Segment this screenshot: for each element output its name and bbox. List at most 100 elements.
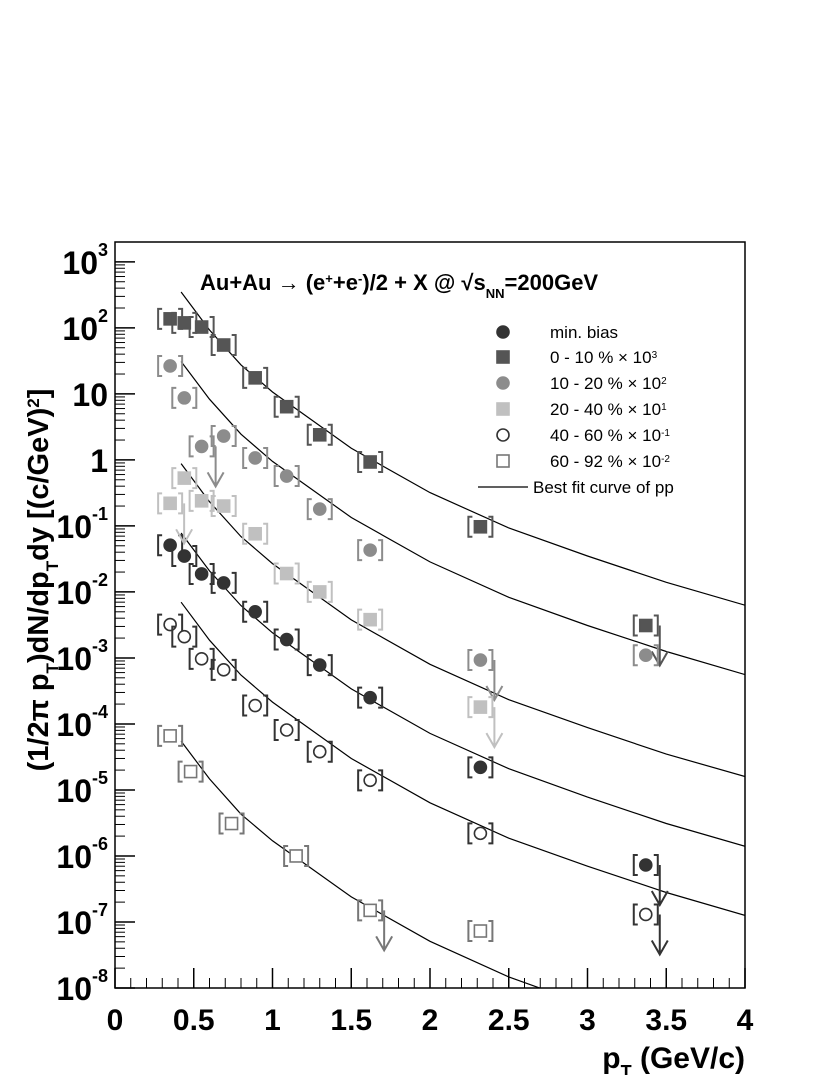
upper-limit-arrow (650, 864, 669, 908)
text-part: )dN/dp (23, 571, 55, 663)
systematic-bracket (218, 812, 245, 835)
x-tick-label: 1.5 (330, 1004, 372, 1037)
y-tick-exponent: 2 (98, 306, 108, 326)
y-tick-exponent: -7 (92, 900, 108, 920)
fit-curve (180, 601, 745, 916)
legend-label: 20 - 40 % × 101 (550, 400, 667, 419)
data-point (194, 652, 209, 666)
text-part: dy [(c/GeV) (23, 408, 55, 561)
data-point (363, 543, 377, 557)
fit-curve (180, 463, 745, 778)
data-point (279, 723, 294, 737)
systematic-bracket (273, 395, 300, 418)
y-axis-label: (1/2π pT)dN/dpTdy [(c/GeV)2] (23, 389, 62, 772)
data-point (638, 648, 653, 663)
text-part: + (325, 271, 333, 286)
systematic-bracket (306, 580, 333, 603)
text-part: 20 - 40 % × 10 (550, 400, 661, 419)
systematic-bracket (632, 644, 659, 667)
legend-marker (496, 428, 510, 442)
text-part: +e (333, 270, 358, 295)
text-part: 60 - 92 % × 10 (550, 452, 661, 471)
y-tick-base: 10 (56, 575, 92, 611)
data-point (248, 371, 262, 385)
data-point (638, 907, 653, 922)
systematic-bracket (171, 545, 198, 568)
systematic-bracket (210, 334, 237, 357)
systematic-bracket (357, 686, 384, 709)
systematic-bracket (171, 467, 198, 490)
y-tick-label: 10-2 (56, 570, 108, 611)
data-point (183, 764, 198, 779)
data-point (473, 826, 488, 841)
y-tick-exponent: -5 (92, 768, 108, 788)
y-tick-base: 10 (62, 245, 98, 281)
systematic-bracket (306, 423, 333, 446)
legend-marker (496, 376, 510, 390)
y-tick-base: 10 (56, 905, 92, 941)
upper-limit-arrow (175, 503, 193, 546)
text-part: 3 (652, 350, 658, 361)
x-tick-label: 4 (737, 1004, 754, 1037)
systematic-bracket (357, 450, 384, 473)
data-point (279, 632, 294, 647)
data-point (216, 663, 231, 677)
text-part: -1 (661, 428, 670, 439)
systematic-bracket (210, 658, 237, 681)
data-point (289, 849, 303, 863)
systematic-bracket (306, 654, 333, 677)
data-point (177, 549, 192, 563)
text-part: ] (23, 389, 55, 399)
data-point (216, 429, 231, 443)
systematic-bracket (357, 899, 384, 922)
data-point (248, 451, 262, 465)
text-part: 1 (661, 402, 667, 413)
text-part: T (43, 662, 62, 673)
systematic-bracket (242, 366, 269, 389)
legend-marker (496, 454, 510, 468)
y-tick-label: 1 (90, 443, 108, 479)
text-part: 10 - 20 % × 10 (550, 374, 661, 393)
data-point (363, 612, 377, 627)
x-axis-label: pT (GeV/c) (602, 1042, 745, 1075)
systematic-bracket (306, 498, 333, 521)
fit-curve (180, 361, 745, 676)
data-point (194, 567, 209, 581)
legend-label: Best fit curve of pp (533, 478, 674, 497)
systematic-bracket (273, 628, 300, 651)
systematic-bracket (242, 694, 269, 717)
y-tick-base: 10 (56, 641, 92, 677)
text-part: p (602, 1042, 620, 1075)
y-tick-label: 102 (62, 306, 108, 347)
text-part: 2 (661, 376, 667, 387)
systematic-bracket (632, 614, 659, 637)
x-tick-label: 1 (264, 1004, 281, 1037)
data-point (279, 469, 294, 483)
data-point (163, 359, 177, 373)
systematic-bracket (210, 495, 237, 518)
systematic-bracket (467, 649, 494, 672)
systematic-bracket (357, 539, 384, 562)
data-point (224, 816, 239, 831)
text-part: Au+Au → (e (200, 270, 325, 295)
data-point (194, 320, 209, 334)
systematic-bracket (242, 446, 269, 469)
data-point (312, 428, 327, 442)
y-tick-exponent: -2 (92, 570, 108, 590)
systematic-bracket (157, 354, 184, 377)
data-point (279, 566, 294, 581)
systematic-bracket (357, 769, 384, 792)
data-point (177, 316, 192, 330)
data-point (638, 618, 653, 633)
legend-label: 0 - 10 % × 103 (550, 348, 658, 367)
legend-label: 60 - 92 % × 10-2 (550, 452, 670, 471)
data-point (177, 471, 192, 485)
systematic-bracket (467, 822, 494, 845)
data-point (194, 439, 209, 454)
legend-marker (496, 350, 510, 364)
y-tick-label: 10-6 (56, 834, 108, 875)
systematic-bracket (273, 562, 300, 585)
text-part: min. bias (550, 323, 618, 342)
y-tick-label: 10-8 (56, 966, 108, 1007)
